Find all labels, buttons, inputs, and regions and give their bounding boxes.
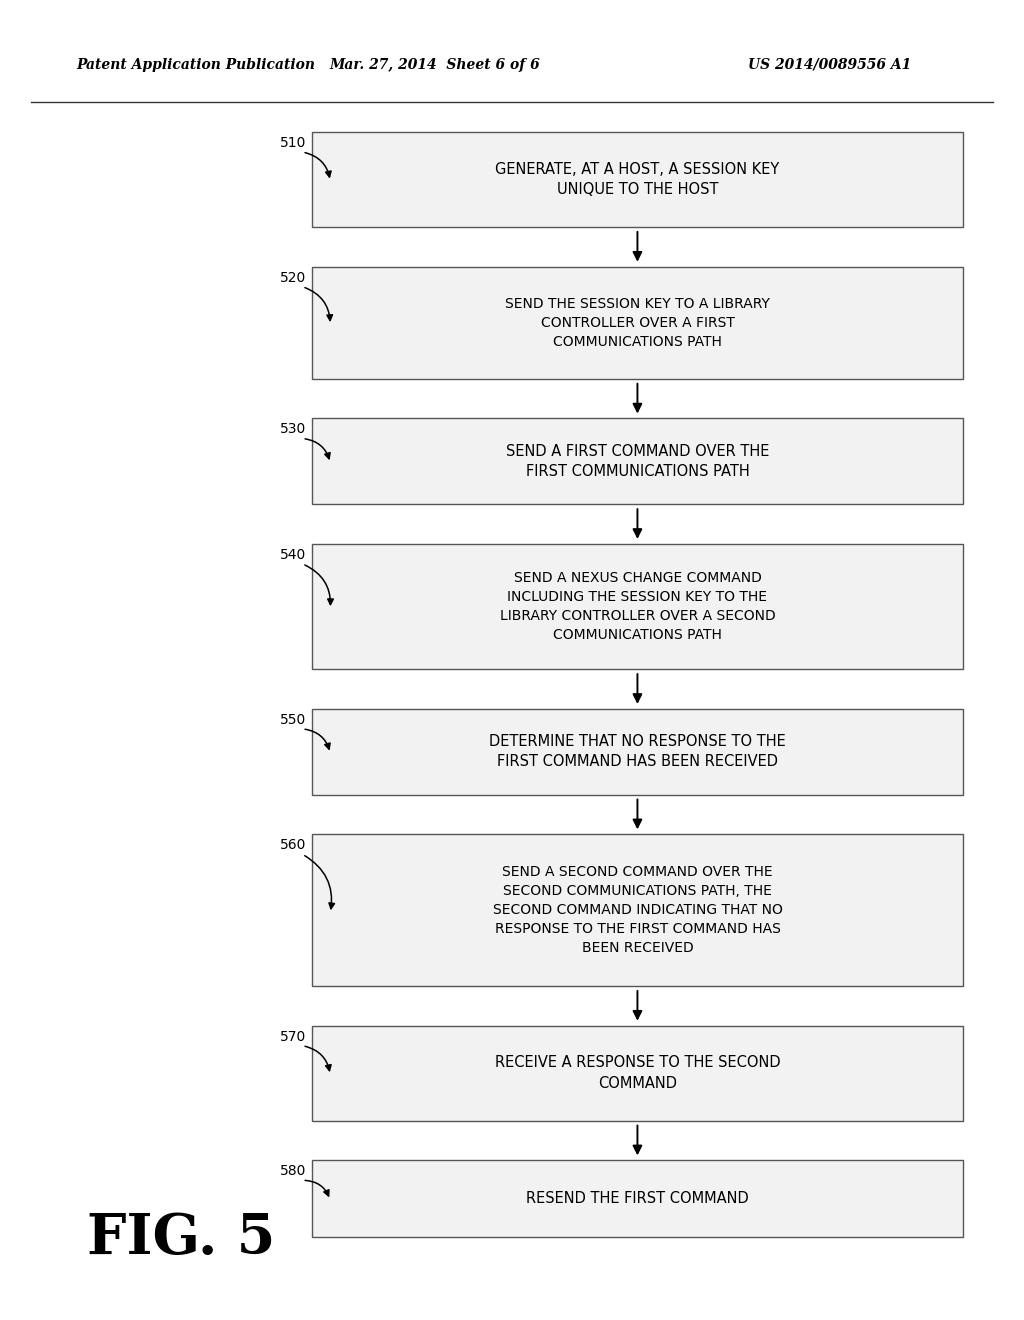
Bar xyxy=(312,834,963,986)
Text: RECEIVE A RESPONSE TO THE SECOND
COMMAND: RECEIVE A RESPONSE TO THE SECOND COMMAND xyxy=(495,1056,780,1090)
Text: 530: 530 xyxy=(281,422,306,437)
Text: Mar. 27, 2014  Sheet 6 of 6: Mar. 27, 2014 Sheet 6 of 6 xyxy=(330,58,541,71)
Text: SEND THE SESSION KEY TO A LIBRARY
CONTROLLER OVER A FIRST
COMMUNICATIONS PATH: SEND THE SESSION KEY TO A LIBRARY CONTRO… xyxy=(505,297,770,348)
Text: SEND A NEXUS CHANGE COMMAND
INCLUDING THE SESSION KEY TO THE
LIBRARY CONTROLLER : SEND A NEXUS CHANGE COMMAND INCLUDING TH… xyxy=(500,572,775,642)
Text: SEND A SECOND COMMAND OVER THE
SECOND COMMUNICATIONS PATH, THE
SECOND COMMAND IN: SEND A SECOND COMMAND OVER THE SECOND CO… xyxy=(493,865,782,956)
Text: GENERATE, AT A HOST, A SESSION KEY
UNIQUE TO THE HOST: GENERATE, AT A HOST, A SESSION KEY UNIQU… xyxy=(496,162,779,197)
Text: 520: 520 xyxy=(281,271,306,285)
Bar xyxy=(312,709,963,795)
Text: 510: 510 xyxy=(280,136,306,150)
Text: US 2014/0089556 A1: US 2014/0089556 A1 xyxy=(748,58,910,71)
Text: FIG. 5: FIG. 5 xyxy=(87,1210,275,1266)
Text: 550: 550 xyxy=(281,713,306,727)
Bar xyxy=(312,132,963,227)
Text: 540: 540 xyxy=(281,548,306,562)
Bar xyxy=(312,267,963,379)
Text: Patent Application Publication: Patent Application Publication xyxy=(77,58,315,71)
Bar xyxy=(312,418,963,504)
Bar xyxy=(312,1026,963,1121)
Text: 560: 560 xyxy=(280,838,306,853)
Text: 570: 570 xyxy=(281,1030,306,1044)
Text: SEND A FIRST COMMAND OVER THE
FIRST COMMUNICATIONS PATH: SEND A FIRST COMMAND OVER THE FIRST COMM… xyxy=(506,444,769,479)
Bar xyxy=(312,544,963,669)
Text: DETERMINE THAT NO RESPONSE TO THE
FIRST COMMAND HAS BEEN RECEIVED: DETERMINE THAT NO RESPONSE TO THE FIRST … xyxy=(489,734,785,770)
Text: RESEND THE FIRST COMMAND: RESEND THE FIRST COMMAND xyxy=(526,1191,749,1206)
Text: 580: 580 xyxy=(280,1164,306,1179)
Bar xyxy=(312,1160,963,1237)
